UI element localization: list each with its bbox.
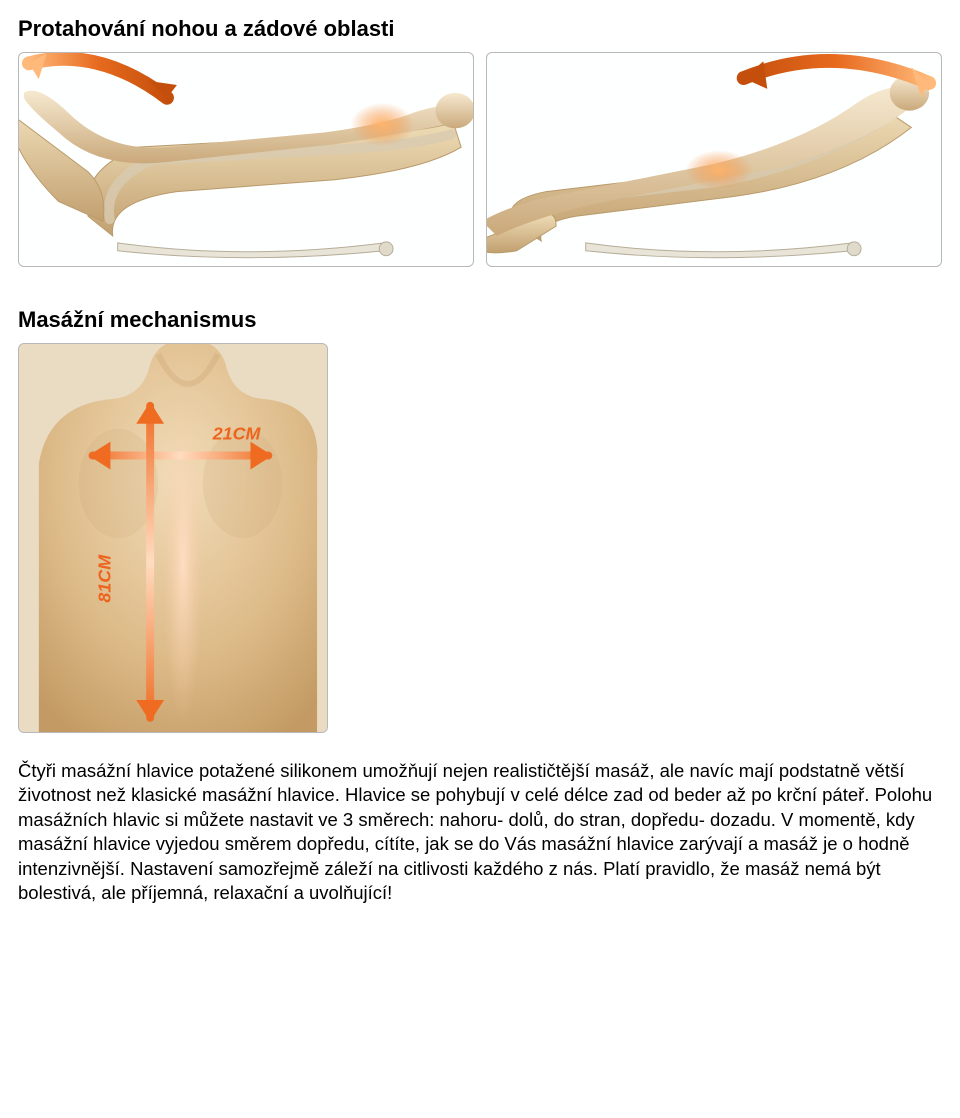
back-illustration: 21CM 81CM bbox=[18, 343, 328, 733]
chair-illustration-row bbox=[18, 52, 942, 267]
chair-svg-legs-up bbox=[19, 53, 473, 266]
width-label: 21CM bbox=[212, 424, 262, 444]
chair-illustration-legs-up bbox=[18, 52, 474, 267]
height-label: 81CM bbox=[94, 554, 114, 603]
section-title-stretching: Protahování nohou a zádové oblasti bbox=[18, 16, 942, 42]
chair-illustration-back-up bbox=[486, 52, 942, 267]
back-svg: 21CM 81CM bbox=[19, 344, 327, 732]
chair-svg-back-up bbox=[487, 53, 941, 266]
section-title-mechanism: Masážní mechanismus bbox=[18, 307, 942, 333]
mechanism-paragraph: Čtyři masážní hlavice potažené silikonem… bbox=[18, 759, 942, 905]
